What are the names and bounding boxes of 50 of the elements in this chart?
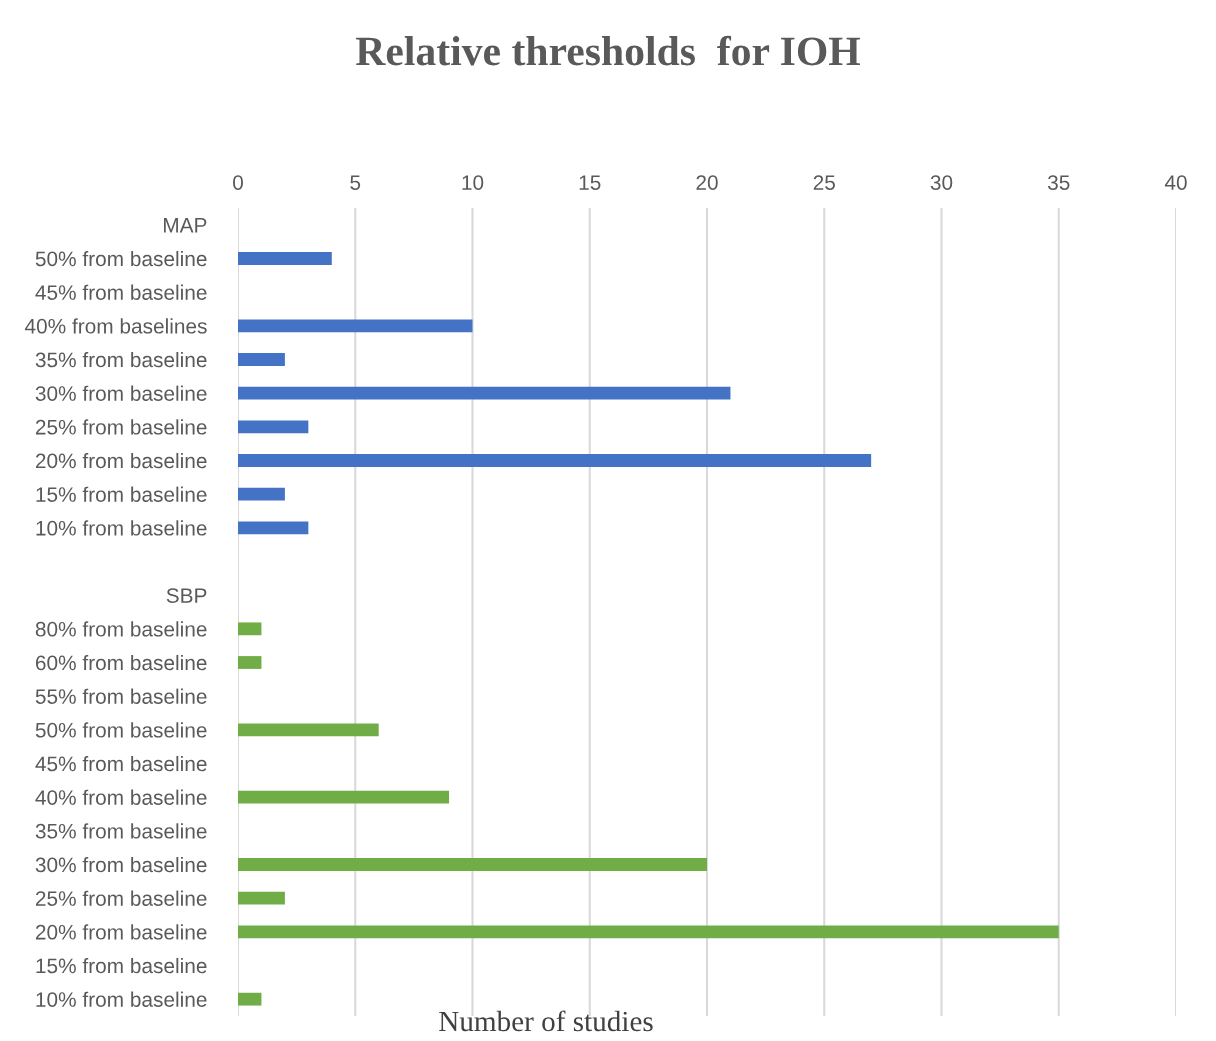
x-tick-label: 30	[930, 175, 953, 190]
x-tick-label: 20	[696, 175, 718, 190]
y-tick-label: 10% from baseline	[36, 520, 207, 536]
y-tick-label: 20% from baseline	[35, 452, 207, 469]
y-tick-label: 55% from baseline	[35, 688, 207, 704]
bar	[238, 622, 262, 636]
y-tick-label: 25% from baseline	[35, 890, 207, 906]
y-tick-label: 45% from baseline	[35, 755, 207, 772]
x-tick-label: 10	[462, 175, 484, 190]
bar	[238, 790, 450, 804]
x-tick-label: 25	[813, 175, 835, 190]
chart-title: Relative thresholds for IOH	[355, 35, 861, 66]
x-axis-title: Number of studies	[439, 1010, 653, 1032]
bar	[238, 252, 332, 265]
x-tick-label: 40	[1164, 175, 1187, 190]
y-tick-label: 40% from baselines	[24, 318, 207, 334]
x-tick-label: 5	[350, 175, 361, 190]
y-tick-label: 30% from baseline	[35, 385, 207, 401]
bar	[238, 656, 262, 669]
bar	[238, 723, 379, 737]
bar	[238, 454, 872, 467]
y-tick-label: 15% from baseline	[36, 486, 207, 502]
bar	[238, 992, 262, 1006]
y-tick-label: 80% from baseline	[35, 621, 207, 637]
y-tick-label: SBP	[166, 588, 207, 603]
y-tick-label: 35% from baseline	[35, 351, 207, 368]
x-tick-label: 0	[233, 175, 243, 190]
bar	[238, 386, 731, 400]
x-tick-label: 35	[1047, 175, 1070, 190]
y-tick-label: 20% from baseline	[35, 924, 207, 940]
y-tick-label: 25% from baseline	[35, 419, 207, 435]
bar	[238, 858, 707, 871]
y-tick-label: MAP	[164, 218, 207, 233]
x-tick-label: 15	[579, 175, 601, 190]
y-tick-label: 35% from baseline	[35, 823, 207, 839]
bar	[238, 521, 309, 535]
bar	[238, 319, 473, 333]
y-tick-label: 30% from baseline	[35, 856, 207, 873]
y-tick-label: 50% from baseline	[35, 722, 207, 738]
bar	[238, 353, 285, 366]
bar	[238, 925, 1059, 939]
y-tick-label: 15% from baseline	[36, 957, 207, 974]
y-tick-label: 45% from baseline	[35, 284, 207, 300]
bar	[238, 891, 285, 905]
y-tick-label: 40% from baseline	[35, 789, 207, 805]
bar	[238, 487, 285, 501]
y-tick-label: 50% from baseline	[35, 250, 207, 267]
bar	[238, 420, 309, 434]
y-tick-label: 60% from baseline	[35, 654, 207, 671]
y-tick-label: 10% from baseline	[36, 991, 207, 1007]
